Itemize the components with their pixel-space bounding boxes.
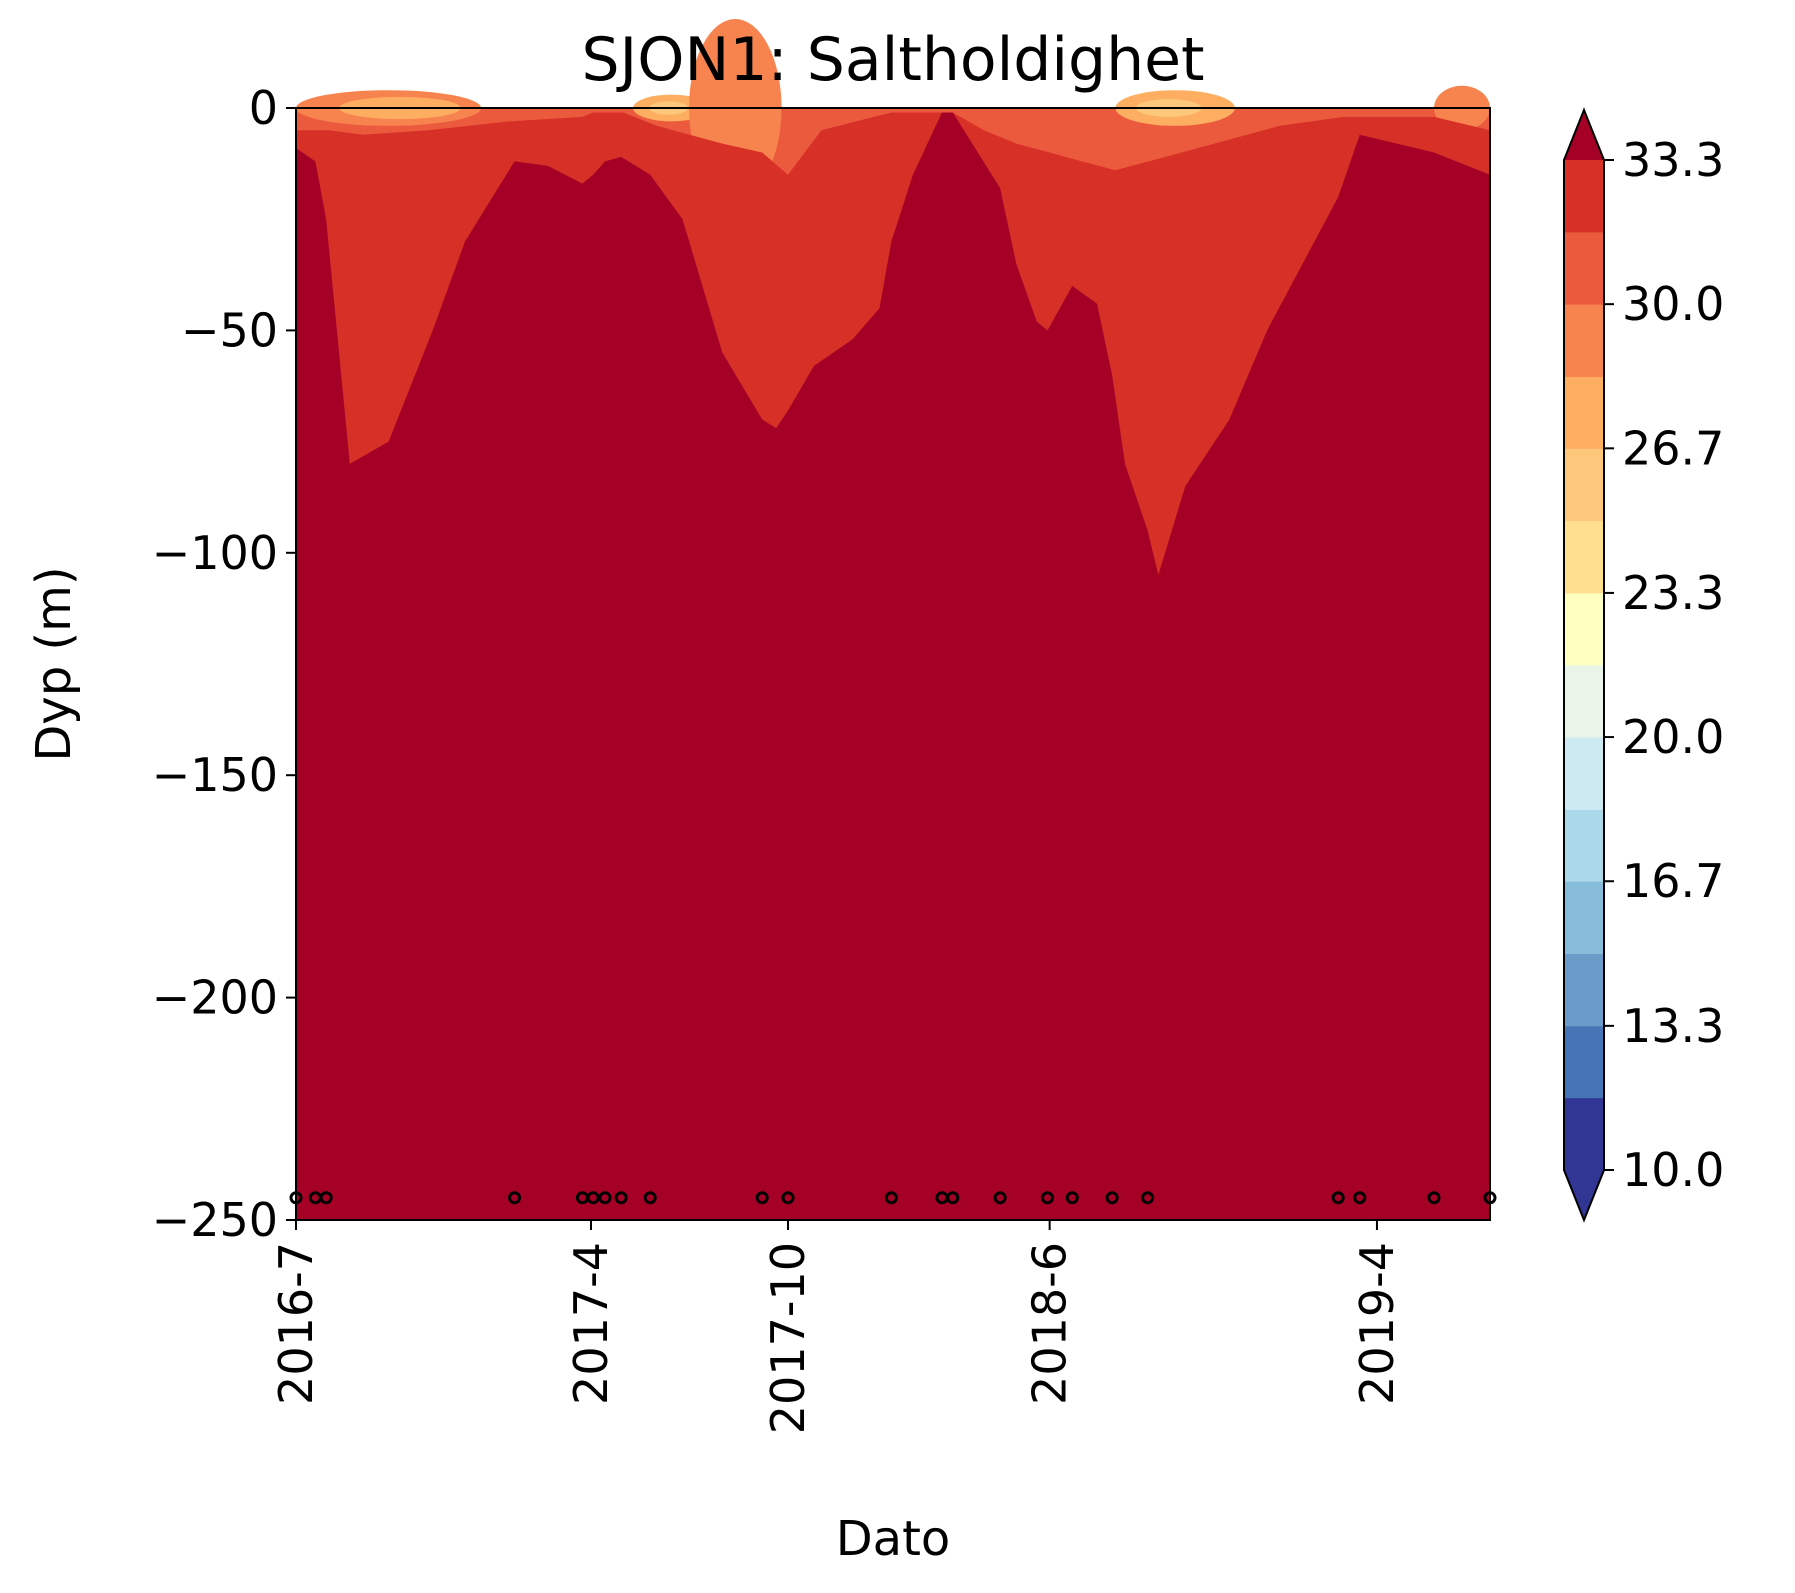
colorbar-tick-label-4: 23.3 <box>1622 566 1724 620</box>
x-tick-label-4: 2019-4 <box>1350 1242 1404 1405</box>
colorbar-band-6 <box>1564 664 1604 738</box>
colorbar-band-0 <box>1564 1097 1604 1171</box>
sample-marker-20 <box>1353 1191 1367 1205</box>
y-tick-label-4: −200 <box>152 971 278 1025</box>
sample-marker-3 <box>508 1191 522 1205</box>
colorbar-band-9 <box>1564 448 1604 522</box>
colorbar-band-1 <box>1564 1025 1604 1099</box>
y-axis-label: Dyp (m) <box>26 566 82 761</box>
colorbar-tick-label-7: 33.3 <box>1622 133 1724 187</box>
colorbar-band-3 <box>1564 881 1604 955</box>
y-tick-label-3: −150 <box>152 748 278 802</box>
colorbar-band-13 <box>1564 160 1604 233</box>
colorbar-band-11 <box>1564 304 1604 377</box>
y-tick-label-5: −250 <box>152 1193 278 1247</box>
colorbar-band-7 <box>1564 592 1604 666</box>
sample-marker-2 <box>319 1191 333 1205</box>
y-tick-label-0: 0 <box>249 81 278 135</box>
colorbar: 10.0 13.3 16.7 20.0 23.3 26.7 30.0 33.3 <box>1563 107 1724 1223</box>
colorbar-band-10 <box>1564 376 1604 449</box>
colorbar-band-12 <box>1564 231 1604 305</box>
colorbar-tick-label-3: 20.0 <box>1622 710 1724 764</box>
colorbar-tick-label-0: 10.0 <box>1622 1143 1724 1197</box>
plot-frame <box>295 107 1491 1221</box>
sample-marker-18 <box>1141 1191 1155 1205</box>
x-axis: 2016-7 2017-4 2017-10 2018-6 2019-4 <box>269 1220 1404 1434</box>
sample-marker-7 <box>614 1191 628 1205</box>
sample-marker-13 <box>946 1191 960 1205</box>
y-axis: 0 −50 −100 −150 −200 −250 <box>152 81 296 1247</box>
sample-marker-21 <box>1427 1191 1441 1205</box>
sample-marker-16 <box>1065 1191 1079 1205</box>
deep-salinity-region <box>296 112 1490 1220</box>
sample-marker-8 <box>643 1191 657 1205</box>
sample-marker-10 <box>781 1191 795 1205</box>
y-tick-label-2: −100 <box>152 526 278 580</box>
colorbar-band-4 <box>1564 809 1604 882</box>
sample-marker-19 <box>1331 1191 1345 1205</box>
chart-title: SJON1: Saltholdighet <box>581 25 1204 95</box>
x-tick-label-1: 2017-4 <box>564 1242 618 1405</box>
colorbar-band-2 <box>1564 953 1604 1027</box>
sample-marker-6 <box>598 1191 612 1205</box>
x-tick-label-0: 2016-7 <box>269 1242 323 1405</box>
colorbar-tick-label-2: 16.7 <box>1622 854 1724 908</box>
plot-area <box>296 19 1490 1220</box>
x-axis-label: Dato <box>836 1511 951 1567</box>
colorbar-tick-label-6: 30.0 <box>1622 277 1724 331</box>
colorbar-band-8 <box>1564 520 1604 594</box>
colorbar-over-arrow <box>1564 110 1604 160</box>
y-tick-label-1: −50 <box>181 303 278 357</box>
sample-marker-14 <box>993 1191 1007 1205</box>
colorbar-tick-label-1: 13.3 <box>1622 999 1724 1053</box>
x-tick-label-2: 2017-10 <box>761 1242 815 1434</box>
sample-marker-15 <box>1040 1191 1054 1205</box>
x-tick-label-3: 2018-6 <box>1023 1242 1077 1405</box>
sample-markers <box>289 1191 1497 1205</box>
sample-marker-9 <box>755 1191 769 1205</box>
colorbar-band-5 <box>1564 737 1604 810</box>
colorbar-tick-label-5: 26.7 <box>1622 421 1724 475</box>
sample-marker-5 <box>586 1191 600 1205</box>
colorbar-under-arrow <box>1564 1170 1604 1220</box>
sample-marker-11 <box>884 1191 898 1205</box>
sample-marker-17 <box>1105 1191 1119 1205</box>
